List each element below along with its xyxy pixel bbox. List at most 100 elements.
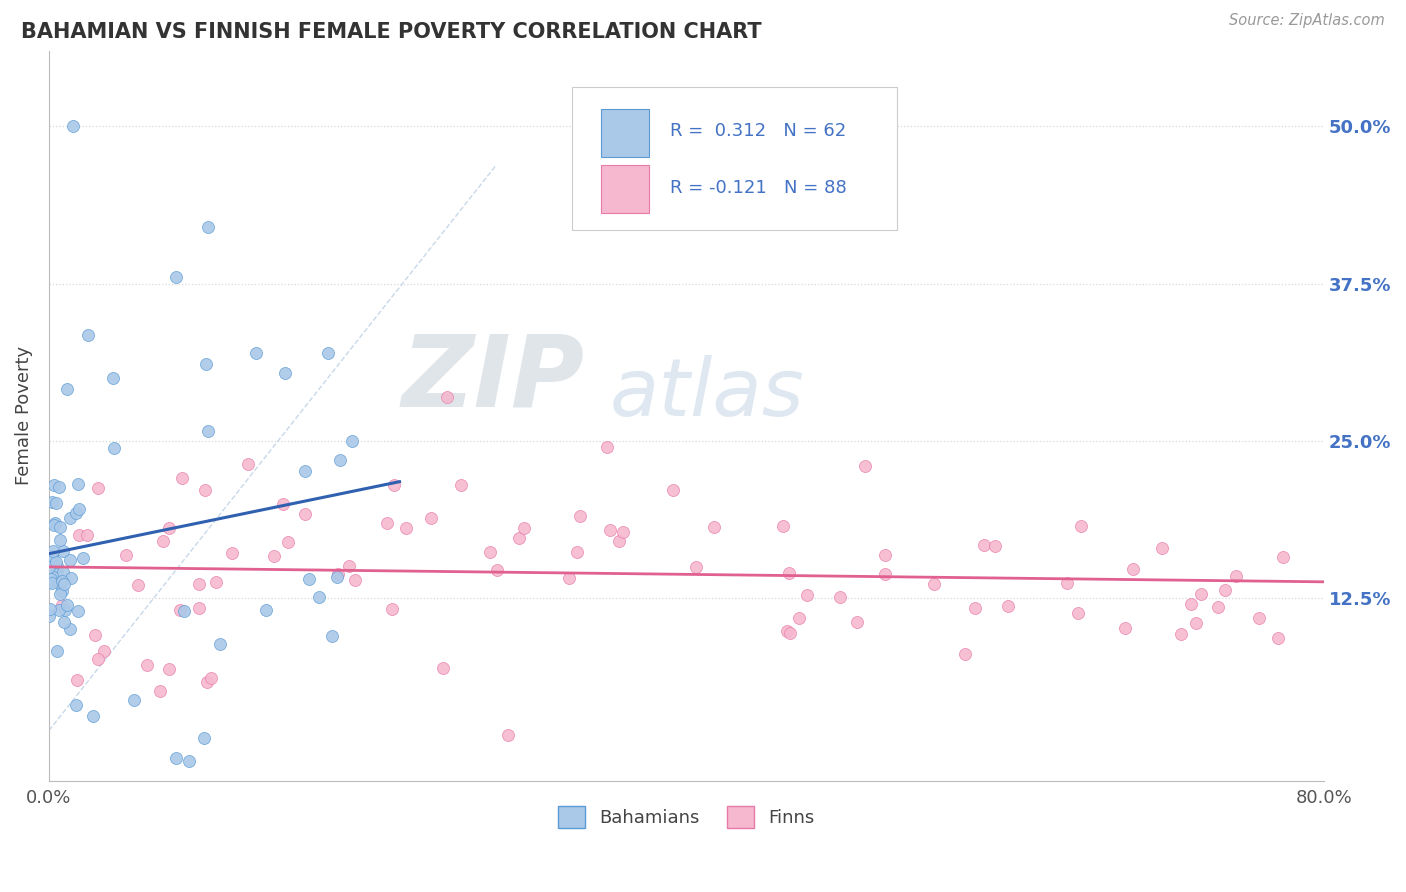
Point [513,521,536,535]
Point [828,590,851,604]
Point [87,652,110,666]
Point [165,270,187,285]
Point [1070,519,1092,533]
Point [38,608,60,623]
Point [76,527,98,541]
Point [45,555,67,569]
Y-axis label: Female Poverty: Female Poverty [15,346,32,485]
Point [382,477,405,491]
Point [177,754,200,768]
Point [197,424,219,438]
FancyBboxPatch shape [572,87,897,229]
Point [149,683,172,698]
Point [194,483,217,497]
Point [194,357,217,371]
Point [685,559,707,574]
Point [486,563,509,577]
Point [1247,611,1270,625]
Point [337,559,360,574]
Point [42,478,65,492]
Point [45,496,67,510]
Point [778,566,800,581]
Point [122,693,145,707]
Point [1056,576,1078,591]
Point [169,603,191,617]
Point [157,662,180,676]
Point [436,390,458,404]
Point [200,671,222,685]
Point [381,602,404,616]
Point [326,567,349,582]
Point [1067,607,1090,621]
Point [197,219,219,234]
Point [450,478,472,492]
Point [973,538,995,552]
Point [46,559,69,574]
Point [963,600,986,615]
Point [294,507,316,521]
Point [375,516,398,531]
Legend: Bahamians, Finns: Bahamians, Finns [551,799,823,836]
Point [165,751,187,765]
Bar [600,109,650,157]
Point [69,502,91,516]
Text: BAHAMIAN VS FINNISH FEMALE POVERTY CORRELATION CHART: BAHAMIAN VS FINNISH FEMALE POVERTY CORRE… [21,22,762,42]
Point [1189,587,1212,601]
Point [787,611,810,625]
Point [221,546,243,560]
Point [208,636,231,650]
Point [565,545,588,559]
Point [59,571,82,585]
Point [67,605,90,619]
Point [152,534,174,549]
Point [776,624,799,638]
Bar [600,165,650,213]
Point [661,483,683,497]
Point [193,731,215,746]
Point [65,506,87,520]
Point [170,471,193,485]
Point [103,442,125,456]
Point [65,698,87,713]
Point [496,728,519,742]
Point [557,571,579,585]
Text: atlas: atlas [610,355,804,433]
Point [52,543,75,558]
Point [93,644,115,658]
Point [612,524,634,539]
Point [873,549,896,563]
Point [59,622,82,636]
Point [51,584,73,599]
Point [66,673,89,687]
Point [599,523,621,537]
Point [297,572,319,586]
Text: R = -0.121   N = 88: R = -0.121 N = 88 [669,179,846,197]
Point [703,519,725,533]
Point [997,599,1019,613]
Point [845,615,868,629]
Point [1180,597,1202,611]
Point [984,540,1007,554]
Point [41,549,63,564]
Point [271,497,294,511]
Point [1206,600,1229,615]
Point [607,534,630,549]
Point [56,598,79,612]
Point [254,603,277,617]
Point [173,604,195,618]
Point [796,588,818,602]
Point [263,549,285,563]
Point [1271,549,1294,564]
Point [1150,541,1173,555]
Point [326,569,349,583]
Point [188,601,211,615]
Point [1213,582,1236,597]
Text: Source: ZipAtlas.com: Source: ZipAtlas.com [1229,13,1385,29]
Point [41,494,63,508]
Point [39,573,62,587]
Point [59,553,82,567]
Point [245,346,267,360]
Point [127,578,149,592]
Point [274,367,297,381]
Point [53,603,76,617]
